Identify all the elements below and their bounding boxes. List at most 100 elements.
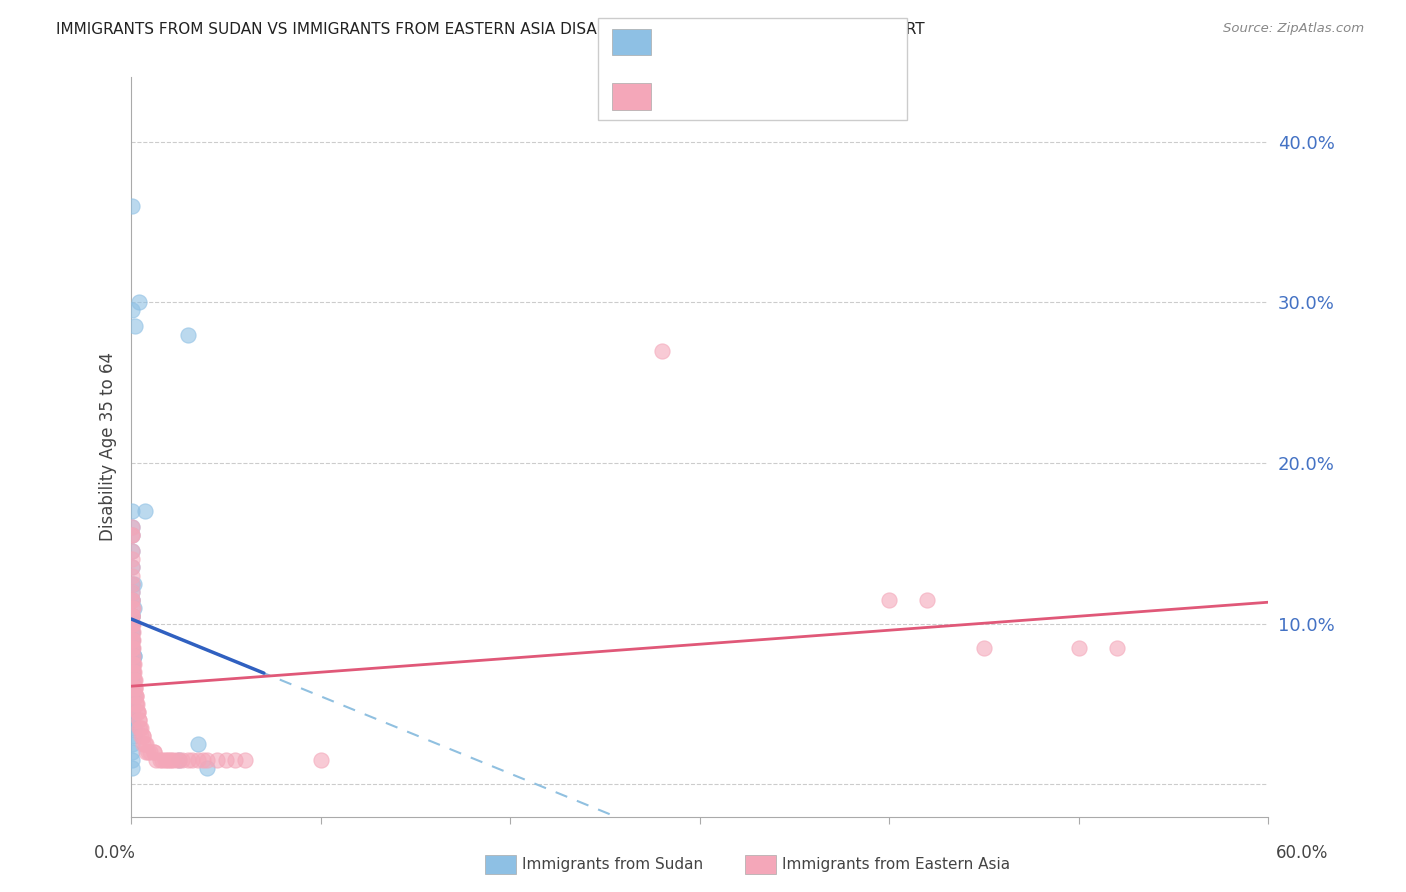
Text: Immigrants from Sudan: Immigrants from Sudan [522,857,703,871]
Point [128,721,150,735]
Point [121,520,143,534]
Point [128,713,150,727]
Point [121,616,143,631]
Point [121,608,143,623]
Point [121,199,143,213]
Point [135,745,157,759]
Point [122,640,145,655]
Point [122,673,145,687]
Point [121,648,143,663]
Text: 0.0%: 0.0% [94,844,136,862]
Point [121,657,143,671]
Point [122,657,145,671]
Point [125,697,148,711]
Point [121,648,143,663]
Point [131,737,153,751]
Point [121,544,143,558]
Point [143,745,166,759]
Point [121,648,143,663]
Point [155,753,177,767]
Point [121,624,143,639]
Point [125,697,148,711]
Point [121,592,143,607]
Point [187,753,209,767]
Point [121,640,143,655]
Point [121,592,143,607]
Point [157,753,180,767]
Point [124,681,146,695]
Point [122,648,145,663]
Point [121,592,143,607]
Text: R = -0.026   N = 92: R = -0.026 N = 92 [661,89,844,103]
Point [121,624,143,639]
Point [127,705,149,719]
Point [121,745,143,759]
Point [121,697,143,711]
Point [195,753,218,767]
Point [121,689,143,703]
Point [1105,640,1128,655]
Text: R =   0.128   N = 56: R = 0.128 N = 56 [661,34,853,48]
Point [121,576,143,591]
Point [121,681,143,695]
Point [121,705,143,719]
Point [167,753,190,767]
Point [124,681,146,695]
Point [121,753,143,767]
Point [156,753,179,767]
Point [205,753,228,767]
Text: Immigrants from Eastern Asia: Immigrants from Eastern Asia [782,857,1010,871]
Point [124,673,146,687]
Point [309,753,332,767]
Point [166,753,188,767]
Point [121,632,143,647]
Point [122,673,145,687]
Point [121,632,143,647]
Point [135,737,157,751]
Point [121,705,143,719]
Point [122,665,145,679]
Point [177,753,200,767]
Point [121,520,143,534]
Point [122,689,145,703]
Point [122,616,145,631]
Point [915,592,938,607]
Point [167,753,190,767]
Point [149,753,172,767]
Point [162,753,184,767]
Point [122,632,145,647]
Point [121,576,143,591]
Point [124,689,146,703]
Point [121,584,143,599]
Point [121,568,143,582]
Point [121,608,143,623]
Point [121,303,143,318]
Point [121,640,143,655]
Point [121,592,143,607]
Point [121,600,143,615]
Point [128,713,150,727]
Point [122,648,145,663]
Point [195,761,218,775]
Text: IMMIGRANTS FROM SUDAN VS IMMIGRANTS FROM EASTERN ASIA DISABILITY AGE 35 TO 64 CO: IMMIGRANTS FROM SUDAN VS IMMIGRANTS FROM… [56,22,925,37]
Point [121,544,143,558]
Point [122,624,145,639]
Point [136,745,159,759]
Y-axis label: Disability Age 35 to 64: Disability Age 35 to 64 [100,352,117,541]
Point [121,560,143,574]
Point [193,753,215,767]
Text: 60.0%: 60.0% [1277,844,1329,862]
Point [122,657,145,671]
Point [121,632,143,647]
Point [224,753,246,767]
Point [121,616,143,631]
Point [134,737,156,751]
Point [139,745,162,759]
Point [121,616,143,631]
Point [121,624,143,639]
Point [121,528,143,542]
Point [150,753,173,767]
Point [121,657,143,671]
Point [121,673,143,687]
Point [121,673,143,687]
